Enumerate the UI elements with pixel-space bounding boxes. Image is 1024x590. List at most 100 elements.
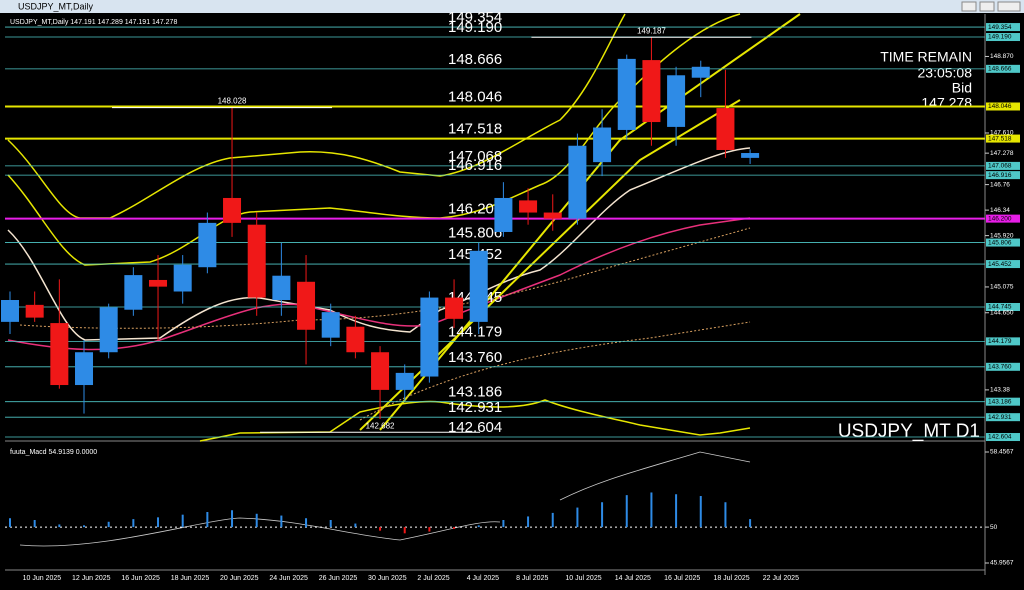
maximize-button[interactable] xyxy=(979,1,995,12)
macd-bar xyxy=(403,527,406,534)
macd-signal-early xyxy=(19,517,501,547)
candle-body xyxy=(247,224,266,298)
macd-bar xyxy=(502,520,505,528)
candle-body xyxy=(420,297,439,377)
bid-value: 147.278 xyxy=(921,95,972,111)
macd-bar xyxy=(576,507,579,528)
level-axis-label: 142.931 xyxy=(988,414,1012,421)
level-axis-box xyxy=(986,362,1020,371)
macd-bar xyxy=(305,518,308,528)
macd-bar xyxy=(231,510,234,528)
macd-bar xyxy=(58,524,61,528)
minimize-button[interactable] xyxy=(961,1,977,12)
close-button[interactable] xyxy=(997,1,1021,12)
y-tick-label: 145.075 xyxy=(990,284,1014,291)
candle-body xyxy=(173,264,192,292)
y-tick-label: 147.610 xyxy=(990,130,1014,137)
symbol-label: USDJPY_MT D1 xyxy=(838,421,980,442)
level-label: 146.200 xyxy=(448,201,502,218)
macd-tick-label: 45.9567 xyxy=(990,560,1014,567)
macd-tick-label: 50 xyxy=(990,524,998,531)
candle-body xyxy=(642,60,661,123)
level-label: 145.806 xyxy=(448,225,502,242)
y-tick-label: 146.34 xyxy=(990,207,1010,214)
x-tick-label: 20 Jun 2025 xyxy=(220,575,259,582)
x-tick-label: 30 Jun 2025 xyxy=(368,575,407,582)
x-tick-label: 8 Jul 2025 xyxy=(516,575,548,582)
x-tick-label: 10 Jul 2025 xyxy=(565,575,601,582)
x-tick-label: 24 Jun 2025 xyxy=(269,575,308,582)
macd-bar xyxy=(477,525,480,528)
candle-body xyxy=(124,275,143,310)
macd-bar xyxy=(255,513,258,528)
level-axis-label: 146.916 xyxy=(988,172,1012,179)
trend-line-lower xyxy=(359,99,741,431)
x-tick-label: 22 Jul 2025 xyxy=(763,575,799,582)
macd-bar xyxy=(650,492,653,528)
candle-body xyxy=(25,304,44,318)
level-axis-box xyxy=(986,161,1020,170)
level-label: 143.760 xyxy=(448,349,502,366)
candle-body xyxy=(371,352,390,390)
macd-bar xyxy=(527,516,530,528)
candle-body xyxy=(1,300,19,322)
macd-bar xyxy=(724,502,727,528)
candle-body xyxy=(321,312,340,338)
macd-bar xyxy=(107,521,110,528)
level-label: 144.179 xyxy=(448,323,502,340)
level-axis-label: 145.806 xyxy=(988,239,1012,246)
macd-tick-label: 58.4567 xyxy=(990,449,1014,456)
level-axis-box xyxy=(986,23,1020,32)
level-axis-label: 147.518 xyxy=(988,135,1012,142)
candle-body xyxy=(741,153,760,158)
candle-body xyxy=(272,275,291,301)
level-axis-label: 143.186 xyxy=(988,398,1012,405)
y-tick-label: 143.38 xyxy=(990,387,1010,394)
level-axis-label: 145.452 xyxy=(988,261,1012,268)
x-tick-label: 14 Jul 2025 xyxy=(615,575,651,582)
level-label: 143.186 xyxy=(448,384,502,401)
candle-body xyxy=(543,212,562,219)
candle-body xyxy=(469,250,488,322)
macd-bar xyxy=(83,525,86,528)
level-axis-box xyxy=(986,413,1020,422)
candle-body xyxy=(617,58,636,130)
macd-header: fuuta_Macd 54.9139 0.0000 xyxy=(10,449,97,456)
candle-body xyxy=(519,200,538,213)
candle-body xyxy=(75,352,94,386)
level-axis-box xyxy=(986,134,1020,143)
macd-bar xyxy=(625,495,628,528)
candle-body xyxy=(568,145,587,219)
candle-body xyxy=(667,75,686,127)
macd-bar xyxy=(601,502,604,528)
annotation-label: 149.187 xyxy=(637,26,666,35)
macd-signal xyxy=(559,451,751,501)
x-tick-label: 26 Jun 2025 xyxy=(319,575,358,582)
candle-body xyxy=(50,323,69,386)
x-tick-label: 12 Jun 2025 xyxy=(72,575,111,582)
level-axis-label: 144.179 xyxy=(988,338,1012,345)
candle-body xyxy=(494,197,513,232)
candle-body xyxy=(445,297,464,319)
level-axis-label: 146.200 xyxy=(988,215,1012,222)
y-tick-label: 148.870 xyxy=(990,53,1014,60)
level-label: 148.046 xyxy=(448,88,502,105)
y-tick-label: 146.76 xyxy=(990,181,1010,188)
annotation-label: 148.028 xyxy=(218,97,247,106)
level-axis-label: 142.604 xyxy=(988,434,1012,441)
level-axis-box xyxy=(986,214,1020,223)
level-axis-label: 143.760 xyxy=(988,364,1012,371)
slow-average xyxy=(7,217,751,351)
level-axis-label: 149.354 xyxy=(988,24,1012,31)
x-tick-label: 2 Jul 2025 xyxy=(417,575,449,582)
level-axis-box xyxy=(986,302,1020,311)
candle-body xyxy=(691,66,710,78)
level-axis-label: 147.068 xyxy=(988,163,1012,170)
level-axis-box xyxy=(986,102,1020,111)
macd-bar xyxy=(181,514,184,528)
chart-header: USDJPY_MT,Daily 147.191 147.289 147.191 … xyxy=(10,19,177,26)
macd-bar xyxy=(33,520,36,528)
x-tick-label: 4 Jul 2025 xyxy=(467,575,499,582)
y-tick-label: 147.278 xyxy=(990,150,1014,157)
candle-body xyxy=(346,326,365,353)
